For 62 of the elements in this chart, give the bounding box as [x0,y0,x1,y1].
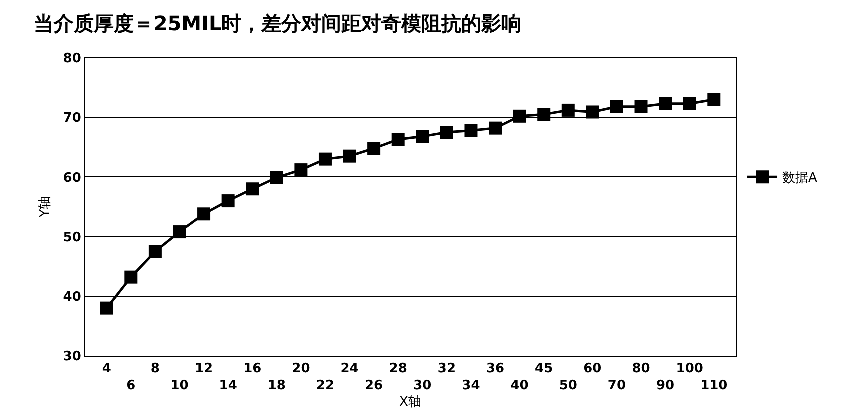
x-tick-label: 26 [365,378,384,394]
x-tick-label: 8 [150,362,160,377]
point [270,171,284,184]
x-tick-label: 16 [244,362,262,377]
point [246,182,260,196]
point [440,126,454,139]
point [489,122,502,135]
point [659,97,672,110]
x-axis-title: X轴 [400,395,422,410]
y-tick-label: 40 [63,290,82,305]
point [634,100,648,114]
x-tick-label: 10 [170,378,189,394]
x-tick-label: 22 [316,378,335,394]
x-tick-label: 45 [535,362,554,377]
point [294,164,308,177]
point [586,106,600,119]
x-tick-label: 70 [608,378,626,394]
point [100,302,114,315]
x-tick-label: 110 [700,378,728,394]
y-tick-label: 60 [63,170,82,186]
y-tick-label: 30 [63,350,82,365]
x-tick-label: 40 [510,378,529,394]
point [368,142,381,156]
x-tick-label: 34 [462,378,480,394]
point [416,130,430,144]
x-tick-label: 4 [102,362,112,377]
x-tick-label: 60 [584,362,602,377]
x-tick-label: 6 [126,378,136,394]
point [464,124,478,138]
point [148,245,162,258]
x-tick-label: 24 [340,362,359,377]
point [222,194,235,208]
point [513,110,526,123]
chart-title: 当介质厚度＝25MIL时，差分对间距对奇模阻抗的影响 [34,12,522,36]
point [562,104,575,117]
x-tick-label: 80 [632,362,650,377]
x-tick-label: 12 [194,362,214,377]
legend-label: 数据A [782,171,818,186]
point [683,97,696,110]
y-tick-label: 50 [63,230,82,246]
x-tick-label: 18 [268,378,286,394]
x-tick-label: 20 [292,362,310,377]
point [538,108,551,122]
point [198,208,211,221]
point [318,152,332,166]
x-tick-label: 50 [559,378,578,394]
x-tick-label: 30 [414,378,432,394]
x-tick-label: 36 [486,362,505,377]
point [124,270,138,284]
y-tick-label: 80 [63,52,82,67]
point [343,150,356,163]
point [708,93,721,106]
y-tick-label: 70 [63,111,82,126]
point [173,226,186,239]
x-tick-label: 100 [676,362,704,377]
point [392,133,405,146]
x-tick-label: 32 [438,362,456,377]
point [610,100,624,114]
x-tick-label: 90 [656,378,675,394]
y-axis-title: Y轴 [38,196,53,218]
x-tick-label: 28 [389,362,408,377]
x-tick-label: 14 [219,378,238,394]
